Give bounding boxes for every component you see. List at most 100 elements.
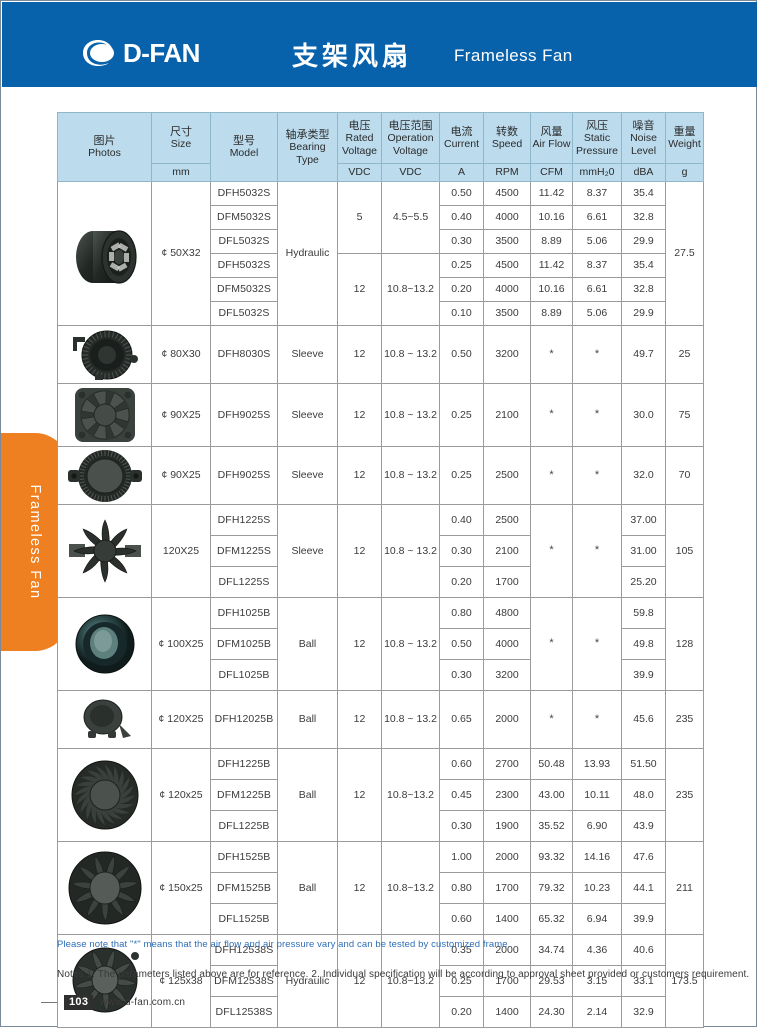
unit-rated-voltage: VDC xyxy=(337,163,382,182)
cell-bearing-type: Ball xyxy=(277,597,338,691)
cell-operation-voltage: 10.8 ~ 13.2 xyxy=(381,504,440,598)
cell-speed: 1700 xyxy=(483,965,531,997)
cell-air-flow: 10.16 xyxy=(530,205,573,230)
cell-rated-voltage: 12 xyxy=(337,253,382,326)
table-row: ¢ 100X25 DFH1025B Ball 12 10.8 ~ 13.2 0.80 480… xyxy=(57,597,704,691)
fan-specification-table: 图片 Photos 尺寸 Size 型号 Model 轴承类型 Bearing … xyxy=(57,112,704,1028)
cell-rated-voltage: 5 xyxy=(337,181,382,254)
cell-rated-voltage: 12 xyxy=(337,841,382,935)
cell-speed: 4000 xyxy=(483,628,531,660)
col-header-model: 型号 Model xyxy=(210,112,278,182)
cell-size: ¢ 125x38 xyxy=(151,934,211,1028)
cell-noise-level: 49.7 xyxy=(621,325,666,384)
cell-speed: 4800 xyxy=(483,597,531,629)
cell-weight: 235 xyxy=(665,748,704,842)
cell-speed: 1900 xyxy=(483,810,531,842)
cell-air-flow: 29.53 xyxy=(530,965,573,997)
cell-speed: 1700 xyxy=(483,872,531,904)
brand-logo-text: D-FAN xyxy=(123,38,200,68)
table-row: ¢ 120x25 DFH1225B Ball 12 10.8~13.2 0.60 2700 5… xyxy=(57,748,704,842)
cell-bearing-type: Hydraulic xyxy=(277,181,338,326)
cell-air-flow: 50.48 xyxy=(530,748,573,780)
cell-noise-level: 44.1 xyxy=(621,872,666,904)
cell-model: DFM1525B xyxy=(210,872,278,904)
cell-static-pressure: * xyxy=(572,383,622,447)
cell-model: DFH9025S xyxy=(210,383,278,447)
table-row: DFL12538S 0.20 1400 24.30 2.14 32.9 xyxy=(58,996,704,1028)
cell-current: 0.30 xyxy=(439,810,484,842)
cell-static-pressure: * xyxy=(572,690,622,749)
cell-size: ¢ 120x25 xyxy=(151,748,211,842)
banner-title-english: Frameless Fan xyxy=(454,46,573,65)
cell-air-flow: 8.89 xyxy=(530,229,573,254)
col-header-static-pressure: 风压 Static Pressure xyxy=(572,112,622,164)
cell-noise-level: 43.9 xyxy=(621,810,666,842)
cell-speed: 3500 xyxy=(483,229,531,254)
cell-operation-voltage: 10.8~13.2 xyxy=(381,748,440,842)
col-header-speed: 转数 Speed xyxy=(483,112,531,164)
cell-static-pressure: 3.15 xyxy=(572,965,622,997)
cell-noise-level: 59.8 xyxy=(621,597,666,629)
cell-static-pressure: 6.94 xyxy=(572,903,622,935)
cell-static-pressure: * xyxy=(572,504,622,598)
col-header-weight: 重量 Weight xyxy=(665,112,704,164)
cell-static-pressure: 6.90 xyxy=(572,810,622,842)
cell-current: 0.50 xyxy=(439,628,484,660)
cell-static-pressure: * xyxy=(572,597,622,691)
cell-noise-level: 47.6 xyxy=(621,841,666,873)
cell-air-flow: 11.42 xyxy=(530,181,573,206)
table-row: ¢ 150x25 DFH1525B Ball 12 10.8~13.2 1.00 2000 9… xyxy=(57,841,704,935)
table-row: DFM1225B 0.45 2300 43.00 10.11 48.0 xyxy=(58,779,704,811)
cell-noise-level: 40.6 xyxy=(621,934,666,966)
cell-noise-level: 35.4 xyxy=(621,181,666,206)
cell-model: DFL12538S xyxy=(210,996,278,1028)
cell-speed: 4500 xyxy=(483,181,531,206)
cell-static-pressure: 10.23 xyxy=(572,872,622,904)
cell-current: 0.30 xyxy=(439,535,484,567)
cell-model: DFH1225B xyxy=(210,748,278,780)
cell-noise-level: 48.0 xyxy=(621,779,666,811)
cell-noise-level: 49.8 xyxy=(621,628,666,660)
cell-speed: 4000 xyxy=(483,277,531,302)
cell-static-pressure: * xyxy=(572,446,622,505)
cell-current: 0.20 xyxy=(439,996,484,1028)
cell-bearing-type: Sleeve xyxy=(277,446,338,505)
cell-static-pressure: 14.16 xyxy=(572,841,622,873)
table-row: ¢ 90X25 DFH9025S Sleeve 12 10.8 ~ 13.2 0.25 25… xyxy=(57,446,704,505)
unit-air-flow: CFM xyxy=(530,163,573,182)
cell-current: 0.80 xyxy=(439,872,484,904)
cell-speed: 2300 xyxy=(483,779,531,811)
cell-speed: 3200 xyxy=(483,325,531,384)
cell-size: ¢ 50X32 xyxy=(151,181,211,326)
footer-rule-divider xyxy=(41,1002,57,1003)
cell-weight: 25 xyxy=(665,325,704,384)
cell-model: DFH5032S xyxy=(210,181,278,206)
table-row: 120X25 DFH1225S Sleeve 12 10.8 ~ 13.2 0.40 250… xyxy=(57,504,704,598)
cell-current: 0.25 xyxy=(439,446,484,505)
cell-speed: 2500 xyxy=(483,446,531,505)
cell-noise-level: 30.0 xyxy=(621,383,666,447)
cell-size: ¢ 80X30 xyxy=(151,325,211,384)
cell-operation-voltage: 10.8~13.2 xyxy=(381,253,440,326)
unit-weight: g xyxy=(665,163,704,182)
cell-model: DFL1225S xyxy=(210,566,278,598)
cell-operation-voltage: 10.8 ~ 13.2 xyxy=(381,597,440,691)
cell-air-flow: 24.30 xyxy=(530,996,573,1028)
cell-air-flow: 65.32 xyxy=(530,903,573,935)
product-photo xyxy=(57,325,152,384)
cell-speed: 2700 xyxy=(483,748,531,780)
cell-speed: 2000 xyxy=(483,690,531,749)
cell-noise-level: 25.20 xyxy=(621,566,666,598)
cell-air-flow: * xyxy=(530,690,573,749)
cell-model: DFM1225S xyxy=(210,535,278,567)
table-row: DFL1025B 0.30 3200 39.9 xyxy=(58,659,704,691)
cell-model: DFL1525B xyxy=(210,903,278,935)
cell-operation-voltage: 10.8~13.2 xyxy=(381,841,440,935)
cell-model: DFM1225B xyxy=(210,779,278,811)
cell-model: DFH1225S xyxy=(210,504,278,536)
general-notes: Notes:1. The parameters listed above are… xyxy=(57,969,750,980)
cell-weight: 128 xyxy=(665,597,704,691)
product-photo xyxy=(57,841,152,935)
cell-operation-voltage: 10.8 ~ 13.2 xyxy=(381,690,440,749)
cell-rated-voltage: 12 xyxy=(337,690,382,749)
